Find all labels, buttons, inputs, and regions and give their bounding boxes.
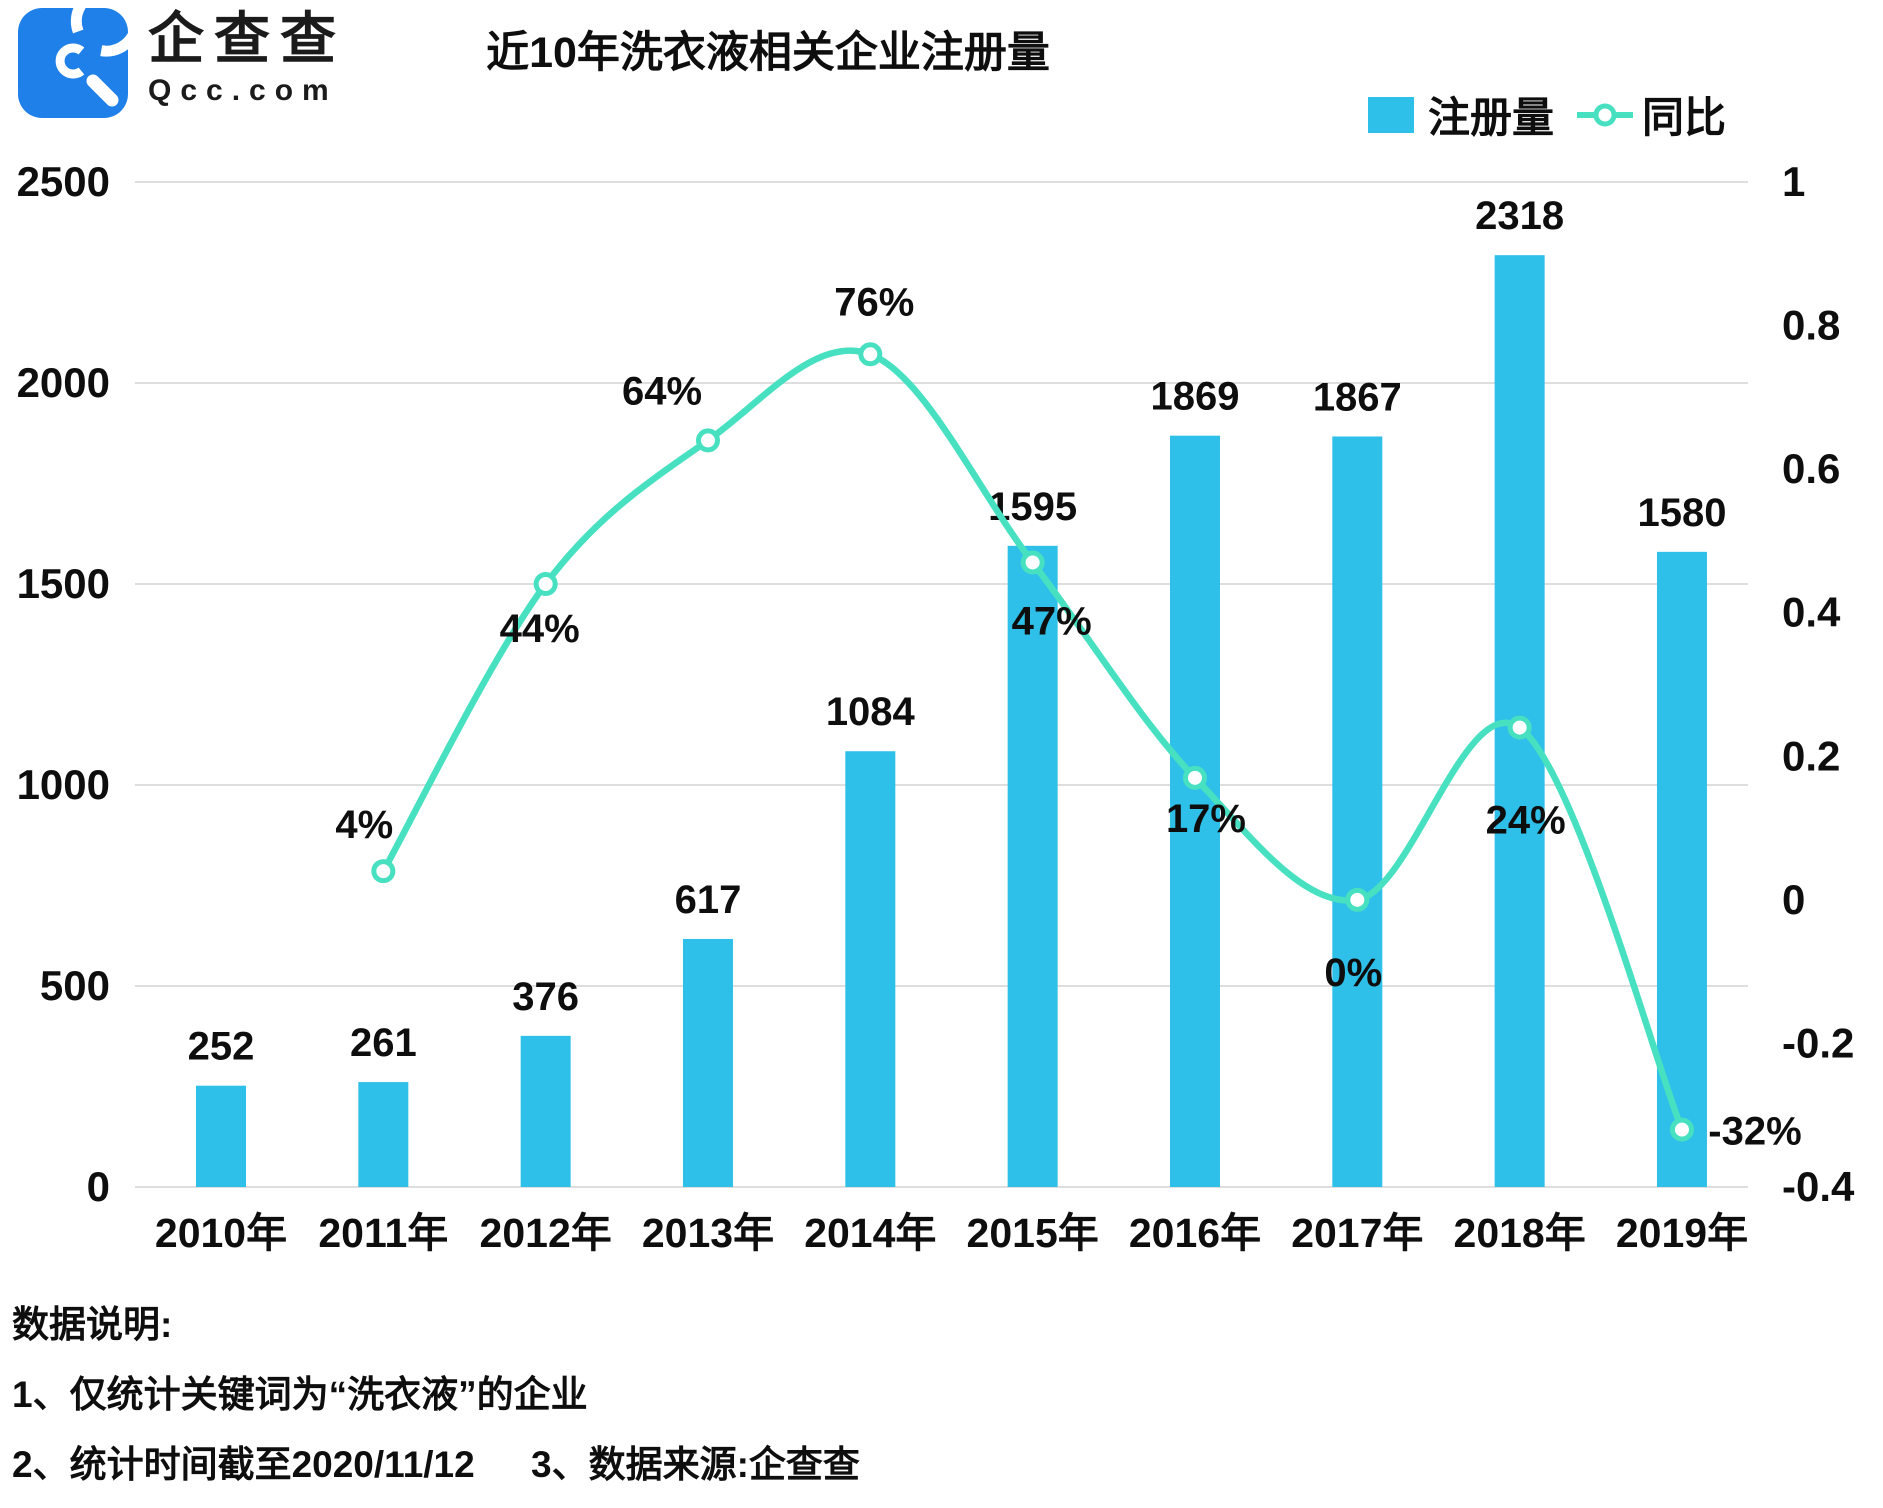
- y-axis-right-tick-label: -0.2: [1782, 1019, 1854, 1066]
- bar-value-label: 252: [188, 1025, 255, 1069]
- bar-2012年: [520, 1035, 571, 1187]
- x-axis-tick-label: 2012年: [480, 1210, 612, 1256]
- line-marker: [1669, 1117, 1694, 1142]
- pct-value-label: 4%: [335, 803, 393, 847]
- x-axis-tick-label: 2017年: [1291, 1210, 1423, 1256]
- bar-2014年: [845, 751, 896, 1187]
- bar-value-label: 617: [675, 878, 742, 922]
- legend-bar-label: 注册量: [1428, 94, 1555, 141]
- legend-line-label: 同比: [1642, 94, 1727, 141]
- x-axis-tick-label: 2019年: [1616, 1210, 1748, 1256]
- notes-row: 2、统计时间截至2020/11/12 3、数据来源:企查查: [12, 1446, 906, 1483]
- x-axis-tick-label: 2013年: [642, 1210, 774, 1256]
- y-axis-left-tick-label: 2000: [17, 359, 110, 406]
- y-axis-left-tick-label: 0: [87, 1163, 110, 1210]
- line-marker: [1182, 765, 1207, 790]
- y-axis-right-tick-label: 1: [1782, 158, 1805, 205]
- line-marker: [533, 572, 558, 596]
- line-marker: [1020, 550, 1045, 575]
- bar-2010年: [196, 1085, 246, 1187]
- bar-2011年: [358, 1082, 409, 1187]
- y-axis-left-tick-label: 500: [40, 962, 110, 1009]
- y-axis-right-tick-label: 0.4: [1782, 589, 1841, 636]
- note-1: 1、仅统计关键词为“洗衣液”的企业: [12, 1374, 588, 1415]
- y-axis-left-tick-label: 2500: [17, 158, 110, 205]
- pct-value-label: 44%: [500, 607, 580, 651]
- data-notes: 数据说明: 1、仅统计关键词为“洗衣液”的企业 2、统计时间截至2020/11/…: [12, 1306, 906, 1508]
- bar-value-label: 1867: [1313, 375, 1402, 419]
- chart-title: 近10年洗衣液相关企业注册量: [486, 29, 1050, 77]
- x-axis-tick-label: 2016年: [1129, 1210, 1261, 1256]
- bar-2015年: [1007, 545, 1058, 1187]
- line-marker: [695, 428, 720, 453]
- bar-2019年: [1656, 551, 1707, 1187]
- qcc-logo-text: 企查查 Qcc.com: [148, 8, 346, 108]
- bar-value-label: 2318: [1475, 194, 1564, 238]
- notes-heading: 数据说明:: [12, 1304, 173, 1345]
- x-axis-tick-label: 2011年: [318, 1210, 448, 1256]
- note-3: 3、数据来源:企查查: [531, 1444, 860, 1485]
- line-marker: [858, 342, 883, 367]
- x-axis-tick-label: 2015年: [967, 1210, 1099, 1256]
- line-marker: [1507, 715, 1532, 740]
- pct-value-label: 24%: [1486, 799, 1566, 843]
- pct-value-label: 0%: [1324, 951, 1382, 995]
- pct-value-label: 17%: [1166, 797, 1246, 841]
- bar-value-label: 376: [512, 975, 579, 1019]
- x-axis-tick-label: 2018年: [1454, 1210, 1586, 1256]
- bar-2016年: [1169, 435, 1220, 1187]
- bar-2017年: [1332, 436, 1383, 1187]
- bar-value-label: 261: [350, 1021, 417, 1065]
- pct-value-label: 47%: [1012, 599, 1092, 643]
- x-axis-tick-label: 2014年: [804, 1210, 936, 1256]
- y-axis-right-tick-label: 0.2: [1782, 732, 1840, 779]
- x-axis-tick-label: 2010年: [155, 1210, 287, 1256]
- qcc-logo-icon: [18, 8, 128, 118]
- note-2: 2、统计时间截至2020/11/12: [12, 1444, 475, 1485]
- legend-bar-swatch-icon: [1368, 96, 1414, 133]
- y-axis-right-tick-label: 0.8: [1782, 302, 1840, 349]
- legend-line-icon: [1577, 103, 1634, 126]
- y-axis-right-tick-label: 0.6: [1782, 445, 1840, 492]
- y-axis-left-tick-label: 1000: [17, 761, 110, 808]
- bar-2013年: [682, 938, 733, 1187]
- y-axis-right-tick-label: 0: [1782, 876, 1805, 923]
- bar-value-label: 1084: [826, 690, 916, 734]
- logo-brand-en: Qcc.com: [148, 73, 338, 107]
- line-marker: [1345, 887, 1370, 912]
- chart-legend: 注册量 同比: [1368, 84, 1726, 145]
- line-marker: [371, 859, 396, 884]
- pct-value-label: 64%: [622, 369, 702, 413]
- bar-value-label: 1580: [1637, 491, 1726, 535]
- bar-value-label: 1869: [1150, 375, 1239, 419]
- chart-plot: 0 500 1000 1500 2000 2500 1 0.8 0.6 0.4 0.2 0 -0.2 -0…: [17, 158, 1855, 1256]
- qcc-logo: 企查查 Qcc.com: [18, 8, 346, 120]
- pct-value-label: -32%: [1708, 1110, 1801, 1154]
- y-axis-left-tick-label: 1500: [17, 560, 110, 607]
- logo-brand-cn: 企查查: [148, 7, 346, 70]
- pct-value-label: 76%: [834, 280, 914, 324]
- y-axis-right-tick-label: -0.4: [1782, 1163, 1855, 1210]
